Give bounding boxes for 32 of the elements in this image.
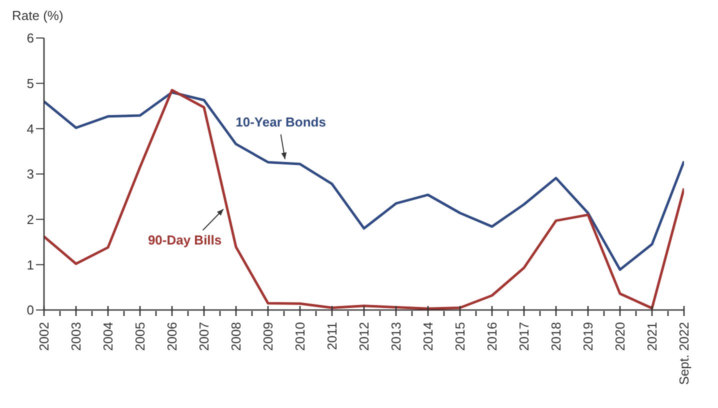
x-tick-label: Sept. 2022 (676, 322, 692, 385)
x-tick-label: 2005 (132, 322, 148, 351)
x-tick-label: 2021 (644, 322, 660, 351)
x-tick-label: 2009 (260, 322, 276, 351)
y-tick-label: 4 (26, 121, 34, 136)
x-tick-label: 2019 (580, 322, 596, 351)
y-tick-label: 1 (26, 257, 34, 272)
y-tick-label: 2 (26, 212, 34, 227)
x-tick-label: 2011 (324, 322, 340, 350)
line-series (44, 91, 684, 271)
x-tick-label: 2018 (548, 322, 564, 351)
x-tick-label: 2002 (36, 322, 52, 351)
y-tick-label: 0 (26, 302, 34, 318)
x-tick-label: 2007 (196, 322, 212, 351)
series-label: 10-Year Bonds (236, 114, 326, 130)
x-tick-label: 2008 (228, 322, 244, 351)
x-tick-label: 2020 (612, 322, 628, 351)
y-axis-title: Rate (%) (12, 8, 64, 23)
y-tick-label: 3 (26, 166, 34, 182)
y-tick-label: 6 (26, 30, 34, 46)
x-tick-label: 2017 (516, 322, 532, 351)
x-tick-label: 2015 (452, 322, 468, 351)
series-label: 90-Day Bills (148, 232, 222, 248)
x-tick-label: 2004 (100, 322, 116, 351)
x-tick-label: 2010 (292, 322, 308, 351)
x-tick-label: 2013 (388, 322, 404, 351)
x-tick-label: 2016 (484, 322, 500, 351)
x-tick-label: 2006 (164, 322, 180, 351)
x-tick-label: 2003 (68, 322, 84, 351)
x-tick-label: 2012 (356, 322, 372, 351)
y-tick-label: 5 (26, 76, 34, 91)
x-tick-label: 2014 (420, 322, 436, 351)
